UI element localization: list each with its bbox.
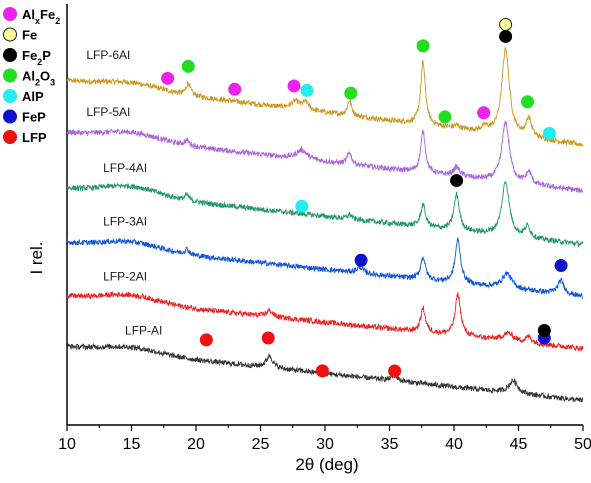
x-tick-label: 30 bbox=[316, 436, 334, 453]
x-tick-label: 50 bbox=[574, 436, 591, 453]
marker-lfp bbox=[261, 331, 275, 345]
marker-al2o3 bbox=[344, 86, 358, 100]
trace-lfp-4ai bbox=[66, 181, 584, 248]
x-tick-label: 35 bbox=[381, 436, 399, 453]
axes: 10 15 20 25 30 35 40 45 50 bbox=[58, 4, 591, 453]
trace-lfp-3ai bbox=[66, 237, 584, 299]
series-label-lfp-ai: LFP-AI bbox=[125, 324, 162, 338]
series-label-lfp-6ai: LFP-6AI bbox=[86, 48, 130, 62]
x-tick-label: 10 bbox=[58, 436, 76, 453]
marker-alxfe2 bbox=[161, 71, 175, 85]
marker-alxfe2 bbox=[228, 82, 242, 96]
legend-marker-alxfe2 bbox=[3, 7, 17, 21]
legend-marker-fep bbox=[3, 109, 17, 124]
series-label-lfp-3ai: LFP-3AI bbox=[103, 214, 147, 228]
marker-fe bbox=[499, 17, 513, 31]
marker-al2o3 bbox=[416, 39, 430, 53]
legend-label-alxfe2: AlxFe2 bbox=[22, 7, 60, 26]
marker-fep bbox=[354, 253, 368, 267]
legend-marker-alp bbox=[3, 89, 17, 103]
x-tick-label: 40 bbox=[445, 436, 463, 453]
marker-alxfe2 bbox=[477, 106, 491, 120]
trace-lfp-6ai bbox=[66, 47, 584, 147]
marker-alp bbox=[295, 199, 309, 213]
x-tick-label: 15 bbox=[123, 436, 141, 453]
marker-alxfe2 bbox=[287, 79, 301, 93]
legend-label-al2o3: Al2O3 bbox=[22, 69, 55, 88]
marker-al2o3 bbox=[521, 95, 535, 109]
y-axis-title: I rel. bbox=[27, 241, 46, 274]
x-tick-label: 20 bbox=[187, 436, 205, 453]
legend-marker-fe bbox=[3, 27, 17, 42]
series-label-lfp-2ai: LFP-2AI bbox=[103, 269, 147, 283]
marker-alp bbox=[542, 126, 556, 140]
legend-label-fe2p: Fe2P bbox=[22, 48, 51, 67]
marker-fe2p bbox=[499, 29, 513, 43]
series-label-lfp-5ai: LFP-5AI bbox=[86, 105, 130, 119]
legend-marker-fe2p bbox=[3, 48, 17, 62]
marker-lfp bbox=[199, 333, 213, 347]
marker-fe2p bbox=[537, 324, 551, 338]
legend-label-fe: Fe bbox=[22, 28, 37, 43]
x-tick-label: 45 bbox=[510, 436, 528, 453]
legend-marker-lfp bbox=[3, 130, 17, 144]
legend-label-lfp: LFP bbox=[22, 130, 47, 145]
trace-lfp-5ai bbox=[66, 120, 584, 194]
marker-fe2p bbox=[450, 174, 464, 188]
series-label-lfp-4ai: LFP-4AI bbox=[103, 161, 147, 175]
legend-marker-al2o3 bbox=[3, 68, 17, 83]
marker-lfp bbox=[315, 364, 329, 378]
trace-lfp-2ai bbox=[66, 290, 584, 352]
series-labels: LFP-6AI LFP-5AI LFP-4AI LFP-3AI LFP-2AI LFP-A… bbox=[86, 48, 162, 338]
legend-label-fep: FeP bbox=[22, 110, 46, 125]
marker-al2o3 bbox=[181, 59, 195, 73]
marker-lfp bbox=[388, 364, 402, 378]
marker-alp bbox=[300, 83, 314, 97]
phase-markers bbox=[161, 17, 568, 378]
x-axis-title: 2θ (deg) bbox=[295, 455, 358, 474]
legend-label-alp: AlP bbox=[22, 89, 44, 104]
marker-fep bbox=[554, 258, 568, 272]
marker-al2o3 bbox=[438, 110, 452, 124]
x-tick-label: 25 bbox=[252, 436, 270, 453]
